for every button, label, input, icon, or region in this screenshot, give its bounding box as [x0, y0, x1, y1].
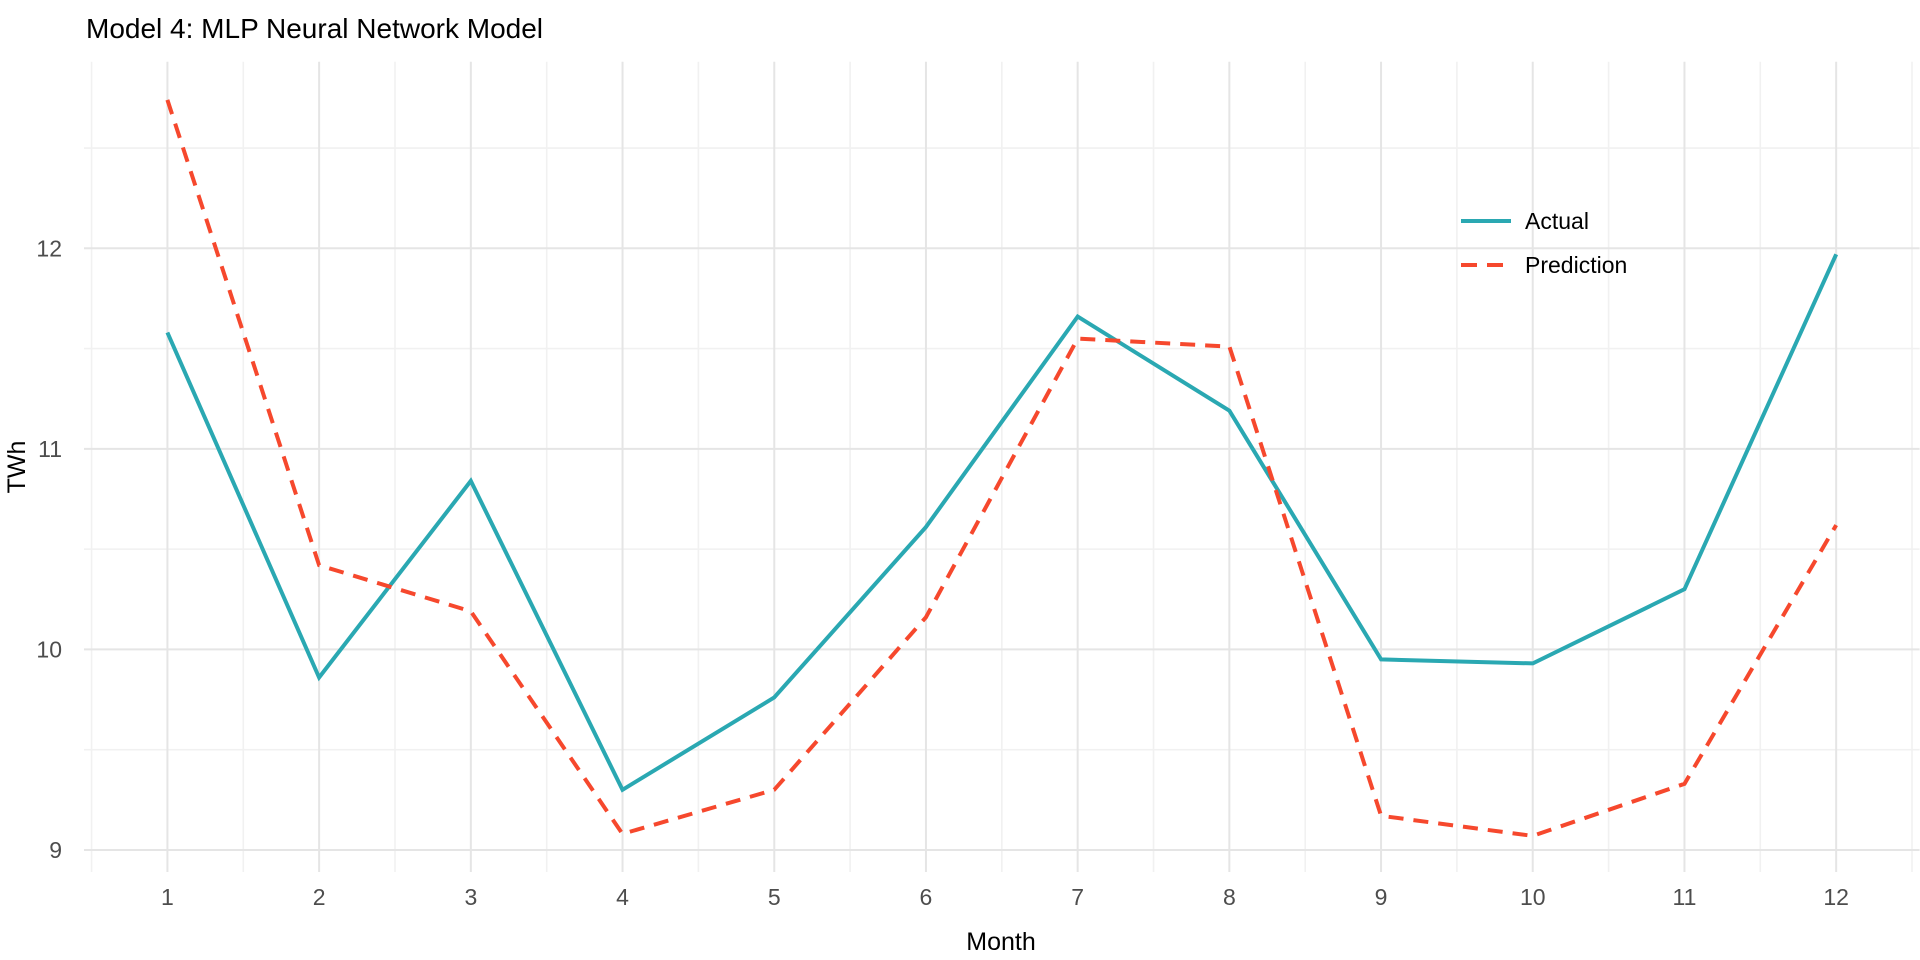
legend-item-prediction: Prediction [1461, 252, 1627, 278]
series-line-actual [165, 253, 1839, 793]
legend: Actual Prediction [1461, 208, 1627, 278]
gridlines-minor [84, 61, 1920, 872]
x-axis-title: Month [966, 928, 1035, 956]
x-axis-tick-labels: 1 2 3 4 5 6 7 8 9 10 11 12 [161, 884, 1849, 910]
legend-label: Prediction [1525, 252, 1627, 278]
series-line-prediction [165, 99, 1838, 838]
x-tick-label: 2 [313, 884, 326, 910]
y-tick-label: 12 [36, 235, 62, 261]
y-tick-label: 11 [38, 436, 62, 462]
x-tick-label: 7 [1071, 884, 1084, 910]
x-tick-label: 12 [1823, 884, 1849, 910]
x-tick-label: 8 [1223, 884, 1236, 910]
y-tick-label: 9 [49, 837, 62, 863]
y-axis-title: TWh [3, 441, 31, 494]
legend-item-actual: Actual [1461, 208, 1589, 234]
legend-label: Actual [1525, 208, 1589, 234]
x-tick-label: 1 [161, 884, 174, 910]
x-tick-label: 6 [920, 884, 933, 910]
x-tick-label: 10 [1520, 884, 1546, 910]
chart-title: Model 4: MLP Neural Network Model [86, 13, 543, 44]
y-tick-label: 10 [36, 636, 62, 662]
gridlines-major [84, 61, 1920, 872]
x-tick-label: 9 [1375, 884, 1388, 910]
x-tick-label: 4 [616, 884, 629, 910]
x-tick-label: 5 [768, 884, 781, 910]
x-tick-label: 3 [464, 884, 477, 910]
x-tick-label: 11 [1673, 884, 1697, 910]
y-axis-tick-labels: 9 10 11 12 [36, 235, 62, 863]
data-series-lines [165, 99, 1839, 838]
